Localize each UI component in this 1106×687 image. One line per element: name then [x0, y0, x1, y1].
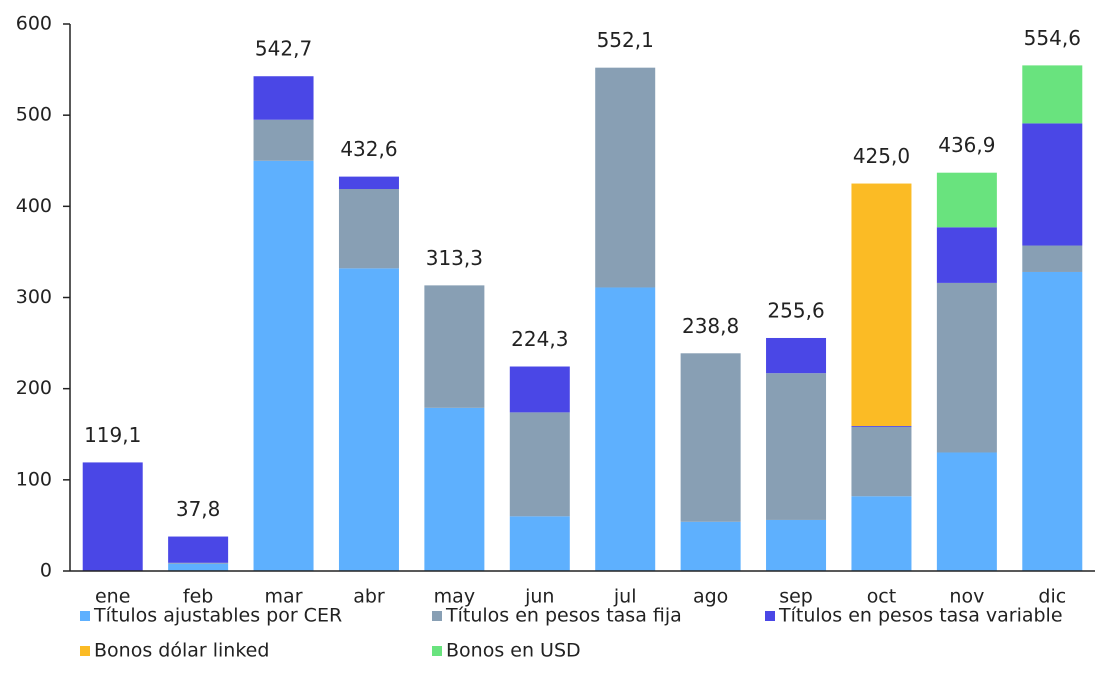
y-tick-label: 0 [40, 560, 52, 582]
bar-segment [424, 407, 485, 571]
x-tick-label: oct [867, 586, 897, 608]
bar-segment [851, 496, 912, 571]
x-tick-label: sep [779, 586, 813, 608]
legend-label: Títulos ajustables por CER [93, 605, 342, 627]
total-label: 425,0 [853, 144, 910, 168]
legend-swatch [432, 611, 442, 621]
bar-segment [851, 426, 912, 497]
y-tick-label: 300 [16, 286, 52, 308]
bar-segment [936, 227, 997, 283]
bar-segment [680, 521, 741, 571]
y-tick-label: 200 [16, 377, 52, 399]
legend-swatch [765, 611, 775, 621]
total-label: 436,9 [938, 133, 995, 157]
bar-segment [1022, 65, 1083, 124]
x-tick-label: mar [265, 586, 303, 608]
total-label: 238,8 [682, 314, 739, 338]
total-label: 119,1 [84, 423, 141, 447]
x-tick-label: feb [183, 586, 213, 608]
bar-segment [766, 373, 827, 520]
x-tick-label: ago [693, 586, 728, 608]
x-tick-label: jul [613, 586, 637, 608]
total-label: 554,6 [1024, 26, 1081, 50]
bar-segment [338, 189, 399, 269]
bar-segment [168, 563, 229, 571]
legend-label: Títulos en pesos tasa fija [445, 605, 682, 627]
total-label: 37,8 [176, 497, 221, 521]
bar-segment [680, 353, 741, 522]
legend-label: Bonos en USD [446, 640, 581, 662]
bar-segment [936, 172, 997, 228]
bar-segment [424, 285, 485, 408]
y-tick-label: 100 [16, 468, 52, 490]
bar-segment [936, 282, 997, 453]
bar-segment [168, 562, 229, 564]
bar-segment [509, 366, 570, 413]
total-label: 542,7 [255, 37, 312, 61]
total-label: 224,3 [511, 327, 568, 351]
total-label: 313,3 [426, 246, 483, 270]
bar-segment [509, 516, 570, 571]
bar-segment [1022, 123, 1083, 246]
bar-segment [595, 67, 656, 288]
bar-segment [851, 426, 912, 427]
bar-segment [168, 536, 229, 563]
total-label: 432,6 [340, 137, 397, 161]
bar-segment [253, 76, 314, 120]
x-tick-label: dic [1038, 586, 1066, 608]
bar-segment [1022, 271, 1083, 571]
legend-swatch [432, 646, 442, 656]
x-tick-label: jun [524, 586, 554, 608]
x-tick-label: ene [95, 586, 130, 608]
bar-segment [766, 519, 827, 571]
x-tick-label: may [434, 586, 475, 608]
bar-segment [253, 160, 314, 571]
y-tick-label: 400 [16, 195, 52, 217]
bar-segment [82, 462, 143, 571]
y-tick-label: 600 [16, 13, 52, 35]
bar-segment [766, 337, 827, 374]
total-label: 552,1 [597, 28, 654, 52]
x-tick-label: abr [353, 586, 385, 608]
bar-segment [595, 287, 656, 571]
bar-segment [509, 412, 570, 517]
x-tick-label: nov [949, 586, 984, 608]
bar-segment [338, 176, 399, 190]
bar-segment [851, 183, 912, 427]
bar-segment [253, 119, 314, 161]
y-tick-label: 500 [16, 104, 52, 126]
legend-swatch [80, 611, 90, 621]
total-label: 255,6 [767, 298, 824, 322]
legend-label: Bonos dólar linked [94, 640, 269, 662]
bar-segment [1022, 245, 1083, 272]
bar-segment [936, 452, 997, 571]
bar-segment [338, 268, 399, 571]
legend-label: Títulos en pesos tasa variable [778, 605, 1063, 627]
legend-swatch [80, 646, 90, 656]
